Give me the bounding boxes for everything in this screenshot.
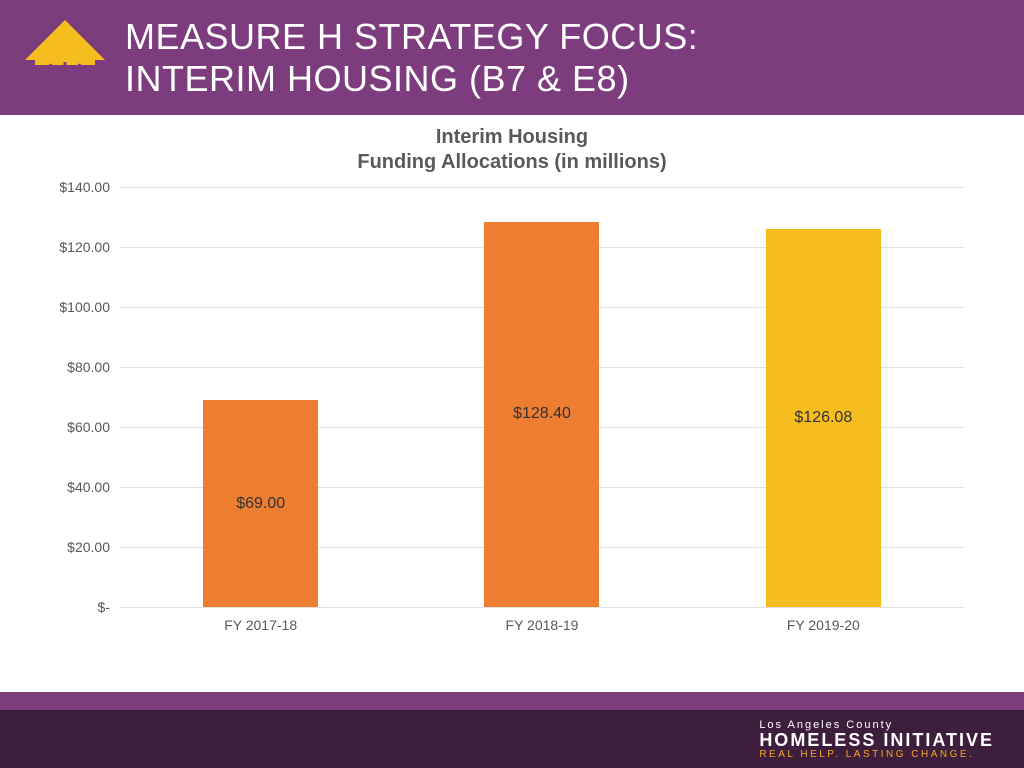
y-axis-label: $40.00 (67, 479, 110, 495)
chart-plot-area: $-$20.00$40.00$60.00$80.00$100.00$120.00… (120, 187, 964, 647)
chart-container: Interim Housing Funding Allocations (in … (0, 115, 1024, 718)
footer-branding: Los Angeles County HOMELESS INITIATIVE R… (759, 719, 994, 760)
y-axis-label: $- (98, 599, 110, 615)
x-axis-label: FY 2019-20 (787, 617, 860, 633)
chart-title: Interim Housing Funding Allocations (in … (60, 125, 964, 175)
y-axis-label: $20.00 (67, 539, 110, 555)
header-bar: MEASURE H STRATEGY FOCUS: INTERIM HOUSIN… (0, 0, 1024, 115)
footer-org-line: Los Angeles County (759, 719, 994, 731)
chart-bars: $69.00FY 2017-18$128.40FY 2018-19$126.08… (120, 187, 964, 607)
bar: $128.40 (484, 222, 599, 607)
chart-title-line2: Funding Allocations (in millions) (60, 150, 964, 175)
bar-slot: $69.00FY 2017-18 (120, 187, 401, 607)
footer-program-line: HOMELESS INITIATIVE (759, 731, 994, 749)
y-axis-label: $80.00 (67, 359, 110, 375)
page-title-line1: MEASURE H STRATEGY FOCUS: (125, 16, 698, 57)
house-sunburst-logo (20, 20, 110, 95)
y-axis-label: $140.00 (59, 179, 110, 195)
gridline (120, 607, 964, 608)
chart-title-line1: Interim Housing (60, 125, 964, 150)
y-axis-label: $60.00 (67, 419, 110, 435)
footer-tagline: REAL HELP. LASTING CHANGE. (759, 749, 994, 760)
y-axis-label: $120.00 (59, 239, 110, 255)
x-axis-label: FY 2018-19 (506, 617, 579, 633)
footer-accent-bar (0, 692, 1024, 710)
bar-slot: $126.08FY 2019-20 (683, 187, 964, 607)
bar: $69.00 (203, 400, 318, 607)
bar-slot: $128.40FY 2018-19 (401, 187, 682, 607)
y-axis-label: $100.00 (59, 299, 110, 315)
footer: Los Angeles County HOMELESS INITIATIVE R… (0, 710, 1024, 768)
bar: $126.08 (766, 229, 881, 607)
page-title: MEASURE H STRATEGY FOCUS: INTERIM HOUSIN… (125, 16, 698, 99)
x-axis-label: FY 2017-18 (224, 617, 297, 633)
page-title-line2: INTERIM HOUSING (B7 & E8) (125, 58, 698, 99)
